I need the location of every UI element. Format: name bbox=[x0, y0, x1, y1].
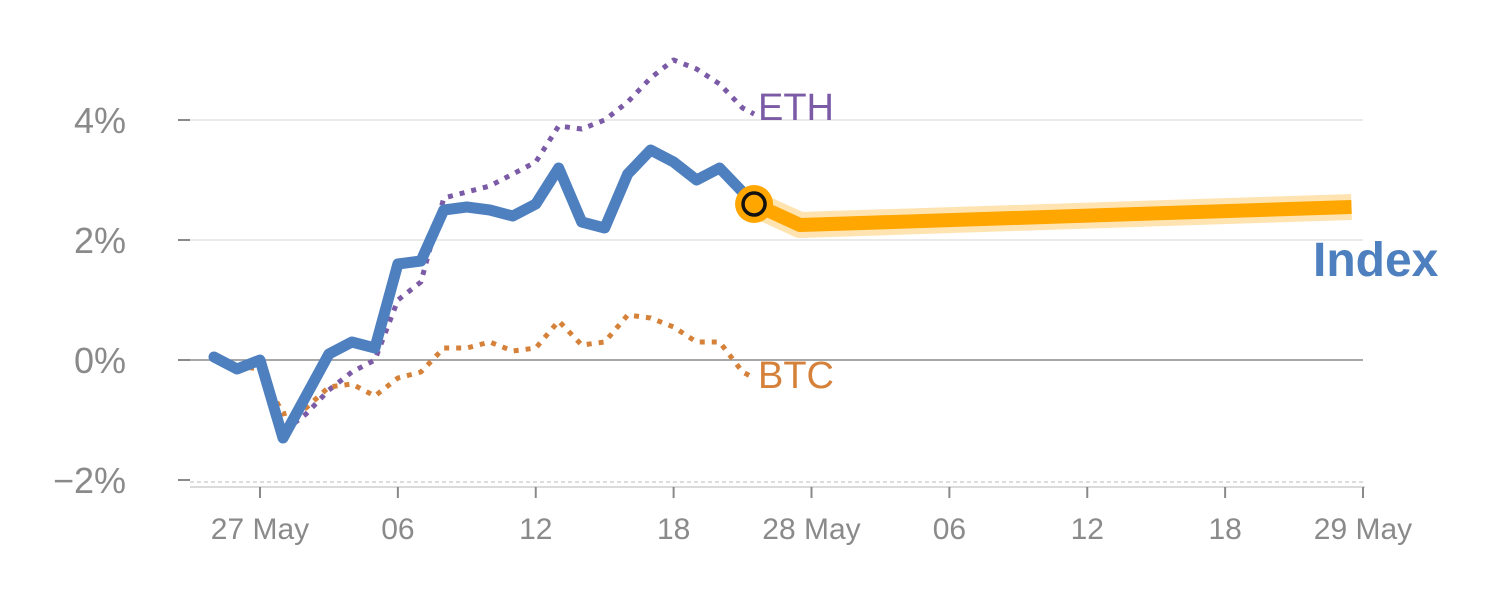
x-tick-label: 18 bbox=[1208, 513, 1241, 546]
btc-series-label: BTC bbox=[758, 355, 834, 397]
x-tick-label: 28 May bbox=[762, 513, 860, 546]
gridlines bbox=[178, 119, 1363, 483]
x-tick-label: 06 bbox=[381, 513, 414, 546]
x-tick-label: 06 bbox=[933, 513, 966, 546]
x-tick-label: 12 bbox=[1071, 513, 1104, 546]
btc-series-line bbox=[213, 312, 756, 417]
index-series-line bbox=[208, 144, 760, 444]
index-series-label: Index bbox=[1313, 234, 1439, 287]
series-labels: ETH BTC Index bbox=[758, 87, 1439, 397]
x-tick-label: 12 bbox=[519, 513, 552, 546]
eth-series-label: ETH bbox=[758, 87, 834, 129]
y-tick-label: 4% bbox=[74, 100, 126, 141]
current-point-marker bbox=[741, 191, 767, 217]
y-tick-label: 0% bbox=[74, 340, 126, 381]
y-tick-label: −2% bbox=[53, 460, 126, 501]
x-tick-label: 29 May bbox=[1314, 513, 1412, 546]
eth-series-line bbox=[213, 57, 756, 435]
y-tick-label: 2% bbox=[74, 220, 126, 261]
x-tick-label: 18 bbox=[657, 513, 690, 546]
x-tick-label: 27 May bbox=[211, 513, 309, 546]
axes: −2% 0% 2% 4% 27 May 06 12 18 28 May 06 12 18 29 May bbox=[53, 100, 1412, 546]
series bbox=[208, 57, 1352, 444]
